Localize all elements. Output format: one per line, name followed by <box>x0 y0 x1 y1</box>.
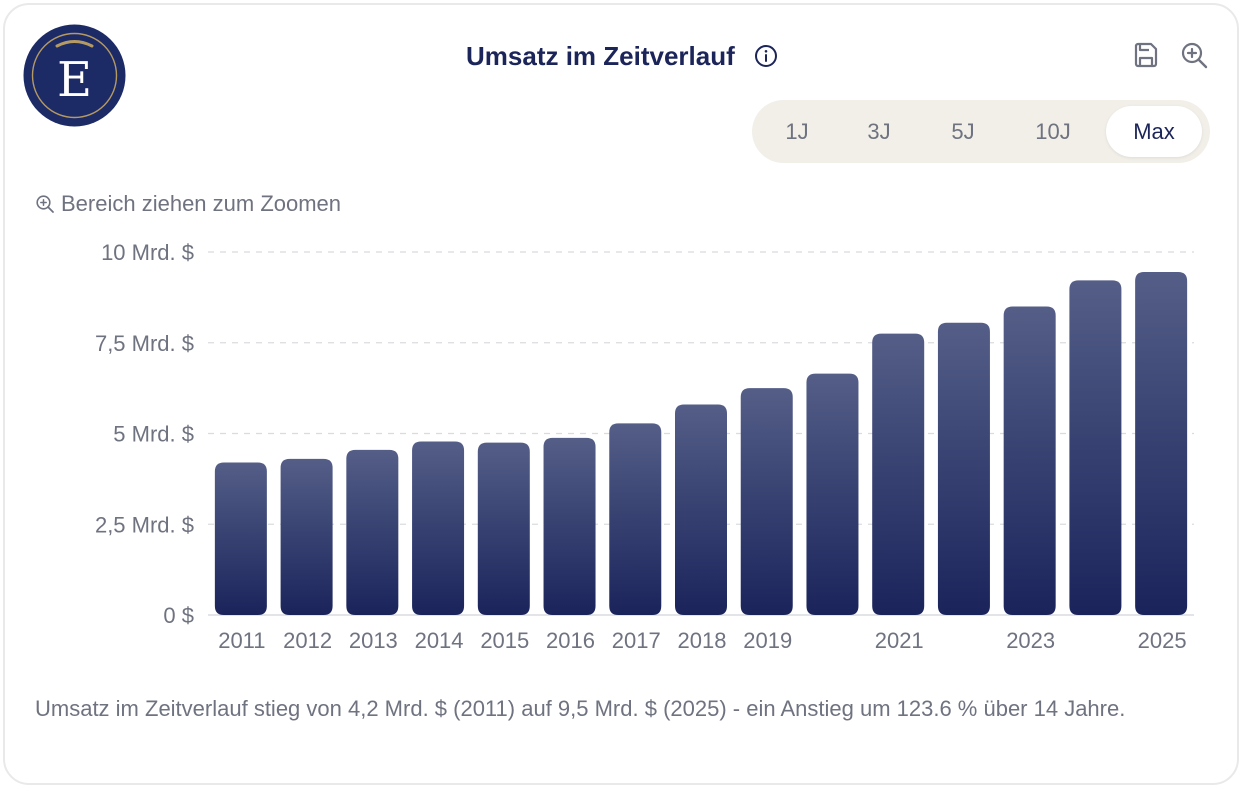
bar-2020[interactable] <box>806 373 859 615</box>
y-tick-label: 2,5 Mrd. $ <box>95 512 194 537</box>
bar-2023[interactable] <box>1003 306 1056 615</box>
y-tick-label: 7,5 Mrd. $ <box>95 331 194 356</box>
x-tick-label: 2015 <box>480 628 529 653</box>
bar-2019[interactable] <box>740 388 793 615</box>
range-button-1j[interactable]: 1J <box>785 119 809 144</box>
x-tick-label: 2025 <box>1138 628 1187 653</box>
x-tick-label: 2013 <box>349 628 398 653</box>
x-tick-label: 2021 <box>875 628 924 653</box>
x-tick-label: 2018 <box>678 628 727 653</box>
range-button-10j[interactable]: 10J <box>1035 119 1071 144</box>
bar-2024[interactable] <box>1069 280 1122 615</box>
bar-2015[interactable] <box>477 442 530 615</box>
x-tick-label: 2016 <box>546 628 595 653</box>
y-tick-label: 0 $ <box>163 603 194 628</box>
bar-2011[interactable] <box>214 462 267 615</box>
x-tick-label: 2017 <box>612 628 661 653</box>
x-tick-label: 2019 <box>743 628 792 653</box>
chart-summary: Umsatz im Zeitverlauf stieg von 4,2 Mrd.… <box>35 696 1126 721</box>
zoom-hint: Bereich ziehen zum Zoomen <box>35 190 341 218</box>
x-tick-label: 2011 <box>218 628 265 653</box>
x-tick-label: 2014 <box>415 628 464 653</box>
info-icon[interactable] <box>754 44 778 68</box>
chart-header: Umsatz im Zeitverlauf <box>0 38 1244 74</box>
bar-2012[interactable] <box>280 458 333 615</box>
time-range-selector: 1J 3J 5J 10J Max <box>752 100 1210 163</box>
bar-2025[interactable] <box>1135 271 1188 615</box>
bar-2021[interactable] <box>872 333 925 615</box>
label-layer: 0 $ 2,5 Mrd. $ 5 Mrd. $ 7,5 Mrd. $ 10 Mrd. $… <box>95 240 1187 653</box>
bar-2017[interactable] <box>609 423 662 615</box>
save-icon[interactable] <box>1131 40 1161 70</box>
zoom-hint-icon <box>36 195 54 213</box>
x-tick-label: 2023 <box>1006 628 1055 653</box>
bar-2018[interactable] <box>675 404 727 615</box>
bar-2013[interactable] <box>346 449 399 615</box>
x-tick-label: 2012 <box>283 628 332 653</box>
bar-2022[interactable] <box>937 322 990 615</box>
zoom-hint-text: Bereich ziehen zum Zoomen <box>61 191 342 216</box>
range-button-3j[interactable]: 3J <box>867 119 891 144</box>
bar-2016[interactable] <box>543 437 596 615</box>
logo-letter: E <box>57 52 92 108</box>
brand-logo-icon: E <box>23 24 126 127</box>
range-button-5j[interactable]: 5J <box>951 119 975 144</box>
bar-layer <box>214 271 1188 615</box>
range-button-max[interactable]: Max <box>1106 106 1202 157</box>
bar-2014[interactable] <box>412 441 465 615</box>
zoom-in-icon[interactable] <box>1179 40 1209 70</box>
y-tick-label: 10 Mrd. $ <box>101 240 194 265</box>
y-tick-label: 5 Mrd. $ <box>113 422 194 447</box>
chart-title: Umsatz im Zeitverlauf <box>466 41 735 71</box>
revenue-bar-chart[interactable]: 0 $ 2,5 Mrd. $ 5 Mrd. $ 7,5 Mrd. $ 10 Mrd. $… <box>0 230 1244 670</box>
